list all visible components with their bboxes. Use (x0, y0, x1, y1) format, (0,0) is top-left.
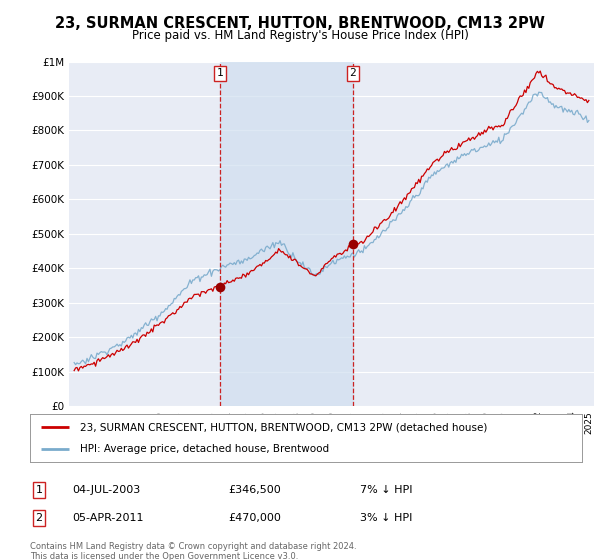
Text: 2: 2 (350, 68, 356, 78)
Text: 7% ↓ HPI: 7% ↓ HPI (360, 485, 413, 495)
Text: 04-JUL-2003: 04-JUL-2003 (72, 485, 140, 495)
Text: 2: 2 (35, 513, 43, 523)
Text: 23, SURMAN CRESCENT, HUTTON, BRENTWOOD, CM13 2PW (detached house): 23, SURMAN CRESCENT, HUTTON, BRENTWOOD, … (80, 422, 487, 432)
Text: Contains HM Land Registry data © Crown copyright and database right 2024.
This d: Contains HM Land Registry data © Crown c… (30, 542, 356, 560)
Text: 23, SURMAN CRESCENT, HUTTON, BRENTWOOD, CM13 2PW: 23, SURMAN CRESCENT, HUTTON, BRENTWOOD, … (55, 16, 545, 31)
Text: 3% ↓ HPI: 3% ↓ HPI (360, 513, 412, 523)
Text: 1: 1 (35, 485, 43, 495)
Bar (220, 62, 353, 406)
Text: £346,500: £346,500 (228, 485, 281, 495)
Text: Price paid vs. HM Land Registry's House Price Index (HPI): Price paid vs. HM Land Registry's House … (131, 29, 469, 42)
Text: HPI: Average price, detached house, Brentwood: HPI: Average price, detached house, Bren… (80, 444, 329, 454)
Text: 05-APR-2011: 05-APR-2011 (72, 513, 143, 523)
Text: £470,000: £470,000 (228, 513, 281, 523)
Text: 1: 1 (217, 68, 223, 78)
